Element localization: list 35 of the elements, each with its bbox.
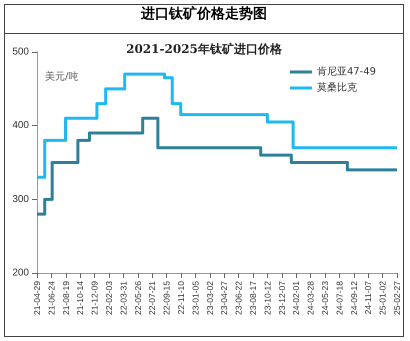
y-tick-label: 200 (12, 268, 30, 278)
x-tick-label: 23-06-22 (234, 280, 244, 316)
x-tick-label: 24-03-28 (306, 280, 316, 316)
x-tick-label: 22-07-21 (147, 280, 158, 316)
x-tick-label: 21-12-09 (90, 280, 100, 316)
x-tick-label: 25-02-27 (392, 280, 402, 316)
y-axis-title: 美元/吨 (45, 70, 78, 82)
x-tick-label: 23-03-02 (204, 280, 215, 316)
x-tick-label: 23-04-27 (219, 280, 230, 316)
x-tick-label: 21-10-14 (75, 280, 86, 316)
x-tick-label: 22-05-26 (132, 280, 143, 316)
chart-title: 进口钛矿价格走势图 (5, 5, 403, 34)
x-tick-label: 21-04-29 (32, 280, 42, 316)
x-tick-label: 24-02-01 (291, 280, 302, 316)
x-tick-label: 22-02-03 (104, 280, 114, 316)
x-tick-label: 23-01-05 (190, 280, 200, 316)
chart-subtitle: 2021-2025年钛矿进口价格 (126, 42, 283, 56)
x-tick-label: 22-09-15 (162, 280, 172, 316)
x-tick-label: 23-10-12 (262, 280, 272, 316)
x-tick-label: 24-07-18 (334, 280, 344, 316)
x-tick-label: 21-06-24 (46, 280, 56, 316)
x-tick-label: 24-09-12 (348, 280, 359, 316)
x-tick-label: 23-12-07 (276, 280, 287, 316)
x-tick-label: 22-11-10 (176, 280, 186, 314)
x-tick-label: 22-03-31 (118, 280, 128, 316)
legend-label: 莫桑比克 (316, 82, 357, 94)
legend-label: 肯尼亚47-49 (316, 66, 376, 78)
y-tick-label: 300 (12, 194, 30, 205)
x-tick-label: 24-11-07 (363, 280, 374, 314)
x-tick-label: 25-01-02 (378, 280, 388, 316)
x-tick-label: 21-08-19 (60, 280, 71, 316)
x-tick-label: 23-08-17 (248, 280, 258, 316)
y-tick-label: 500 (12, 46, 30, 58)
y-tick-label: 400 (12, 120, 30, 132)
x-tick-label: 24-05-23 (320, 280, 330, 316)
